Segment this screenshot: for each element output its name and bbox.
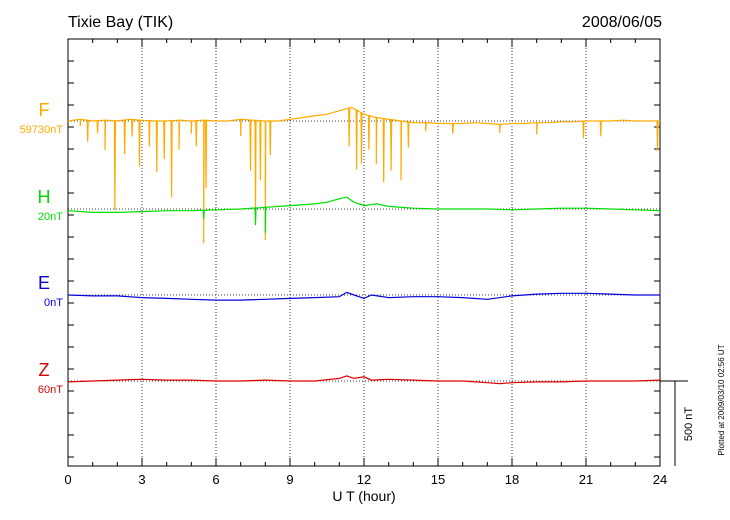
series-name-z: Z xyxy=(39,360,50,380)
series-baseline-e: 0nT xyxy=(44,297,63,309)
series-line-h xyxy=(67,196,661,233)
x-tick-label: 3 xyxy=(138,472,145,487)
x-tick-label: 6 xyxy=(212,472,219,487)
plotted-timestamp: Plotted at 2009/03/10 02:56 UT xyxy=(717,344,726,455)
series-line-e xyxy=(67,291,660,301)
series-name-e: E xyxy=(38,273,50,293)
scale-bar: 500 nT xyxy=(660,380,695,466)
x-tick-label: 18 xyxy=(505,472,519,487)
x-tick-label: 21 xyxy=(579,472,593,487)
grid-lines xyxy=(68,39,660,466)
series-baseline-f: 59730nT xyxy=(20,124,64,136)
series-line-f xyxy=(67,106,660,244)
x-tick-label: 12 xyxy=(357,472,371,487)
series-name-h: H xyxy=(38,187,51,207)
x-tick-label: 24 xyxy=(653,472,667,487)
chart-date: 2008/06/05 xyxy=(582,14,662,31)
series-labels: F 59730nT H 20nT E 0nT Z 60nT xyxy=(20,100,64,396)
x-tick-label: 0 xyxy=(64,472,71,487)
x-tick-label: 9 xyxy=(286,472,293,487)
series-lines xyxy=(67,106,661,385)
scale-bar-label: 500 nT xyxy=(683,407,695,442)
series-baseline-z: 60nT xyxy=(38,384,63,396)
x-tick-label: 15 xyxy=(431,472,445,487)
series-baseline-h: 20nT xyxy=(38,211,63,223)
series-line-z xyxy=(67,375,661,385)
axis-ticks: 0 3 6 9 12 15 18 21 24 xyxy=(64,39,667,487)
chart-title: Tixie Bay (TIK) xyxy=(68,14,173,31)
series-name-f: F xyxy=(39,100,50,120)
x-axis-label: U T (hour) xyxy=(332,488,395,504)
